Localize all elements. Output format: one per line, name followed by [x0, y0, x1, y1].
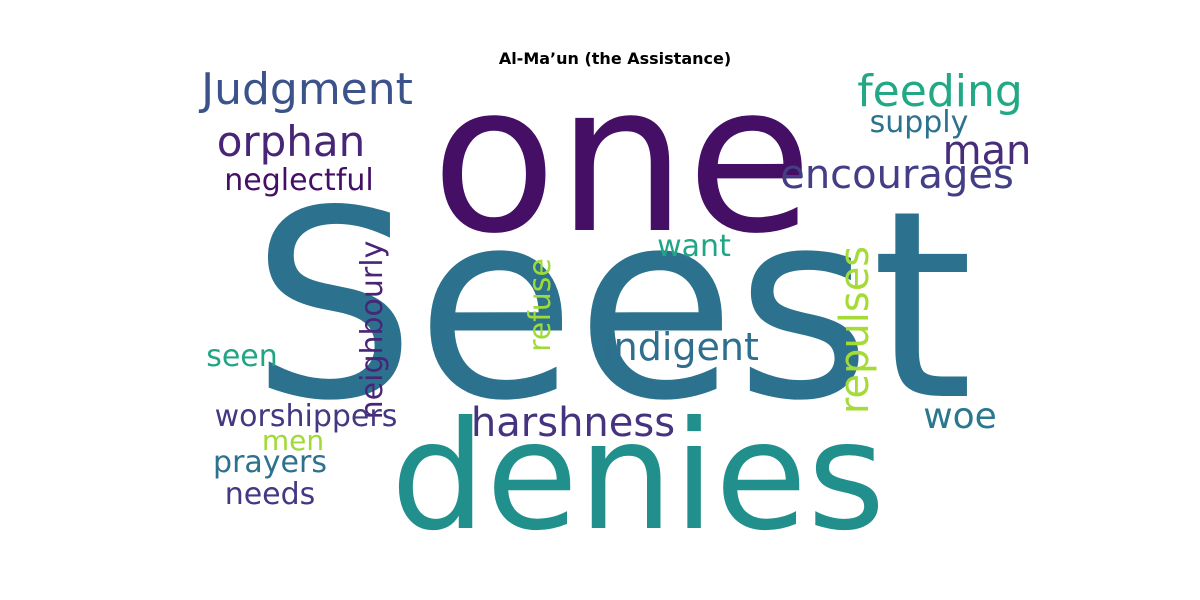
word-woe: woe [923, 396, 997, 437]
word-repulses: repulses [832, 246, 878, 414]
word-men: men [262, 424, 324, 457]
word-want: want [657, 229, 731, 264]
word-indigent: indigent [603, 325, 759, 369]
word-man: man [943, 128, 1032, 174]
word-seen: seen [206, 339, 278, 374]
word-one: one [431, 41, 812, 279]
word-prayers: prayers [213, 445, 327, 480]
word-needs: needs [225, 477, 316, 512]
word-encourages: encourages [780, 152, 1014, 198]
word-supply: supply [870, 105, 969, 140]
word-refuse: refuse [523, 258, 558, 352]
word-denies: denies [391, 390, 886, 564]
word-neighbourly: neighbourly [355, 241, 390, 420]
chart-title: Al-Ma’un (the Assistance) [499, 49, 731, 68]
word-feeding: feeding [857, 66, 1023, 117]
word-orphan: orphan [217, 117, 366, 166]
word-seest: Seest [251, 156, 973, 458]
word-harshness: harshness [471, 400, 675, 446]
word-worshippers: worshippers [215, 399, 398, 434]
word-judgment: Judgment [198, 64, 413, 115]
word-neglectful: neglectful [224, 163, 373, 198]
